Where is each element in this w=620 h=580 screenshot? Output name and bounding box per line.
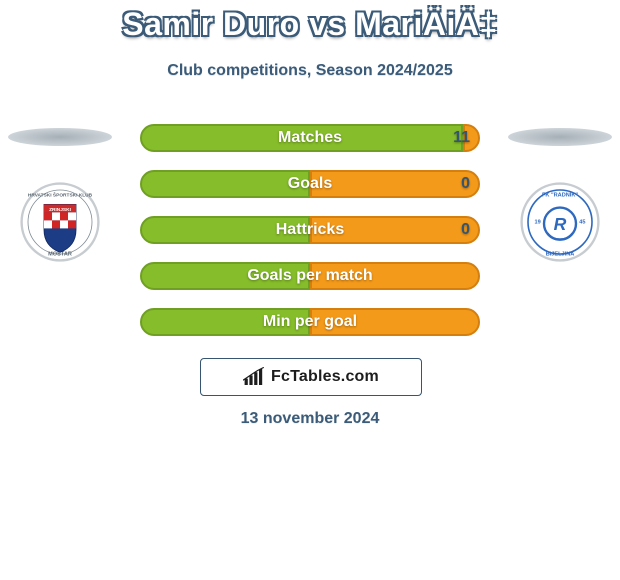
club-badge-left: HRVATSKI ŠPORTSKI KLUB MOSTAR ZRINJSKI bbox=[20, 180, 100, 264]
stat-label: Hattricks bbox=[140, 216, 480, 244]
stat-value-right: 0 bbox=[461, 170, 470, 198]
svg-text:BIJELJINA: BIJELJINA bbox=[546, 252, 575, 258]
subtitle: Club competitions, Season 2024/2025 bbox=[0, 62, 620, 80]
player-shadow-left bbox=[8, 128, 112, 146]
stat-row: Goals0 bbox=[140, 170, 480, 198]
stat-row: Goals per match bbox=[140, 262, 480, 290]
fctables-label: FcTables.com bbox=[271, 368, 379, 386]
stat-row: Hattricks0 bbox=[140, 216, 480, 244]
fctables-chip[interactable]: FcTables.com bbox=[200, 358, 422, 396]
stat-label: Min per goal bbox=[140, 308, 480, 336]
svg-text:FK "RADNIK": FK "RADNIK" bbox=[542, 192, 578, 198]
stat-label: Goals bbox=[140, 170, 480, 198]
svg-text:45: 45 bbox=[579, 220, 585, 226]
club-badge-right: FK "RADNIK" BIJELJINA 19 45 R bbox=[520, 180, 600, 264]
stats-rows: Matches11Goals0Hattricks0Goals per match… bbox=[140, 124, 480, 354]
radnik-badge-icon: FK "RADNIK" BIJELJINA 19 45 R bbox=[520, 180, 600, 264]
page-title: Samir Duro vs MariÄiÄ‡ bbox=[0, 6, 620, 43]
stat-row: Matches11 bbox=[140, 124, 480, 152]
stat-value-right: 11 bbox=[453, 124, 470, 152]
date-label: 13 november 2024 bbox=[0, 410, 620, 428]
stat-label: Goals per match bbox=[140, 262, 480, 290]
stat-label: Matches bbox=[140, 124, 480, 152]
stat-row: Min per goal bbox=[140, 308, 480, 336]
zrinjski-badge-icon: HRVATSKI ŠPORTSKI KLUB MOSTAR ZRINJSKI bbox=[20, 180, 100, 264]
svg-text:R: R bbox=[554, 214, 567, 234]
bar-chart-icon bbox=[243, 367, 267, 387]
svg-text:ZRINJSKI: ZRINJSKI bbox=[49, 207, 72, 213]
svg-text:19: 19 bbox=[534, 220, 540, 226]
player-shadow-right bbox=[508, 128, 612, 146]
stat-value-right: 0 bbox=[461, 216, 470, 244]
